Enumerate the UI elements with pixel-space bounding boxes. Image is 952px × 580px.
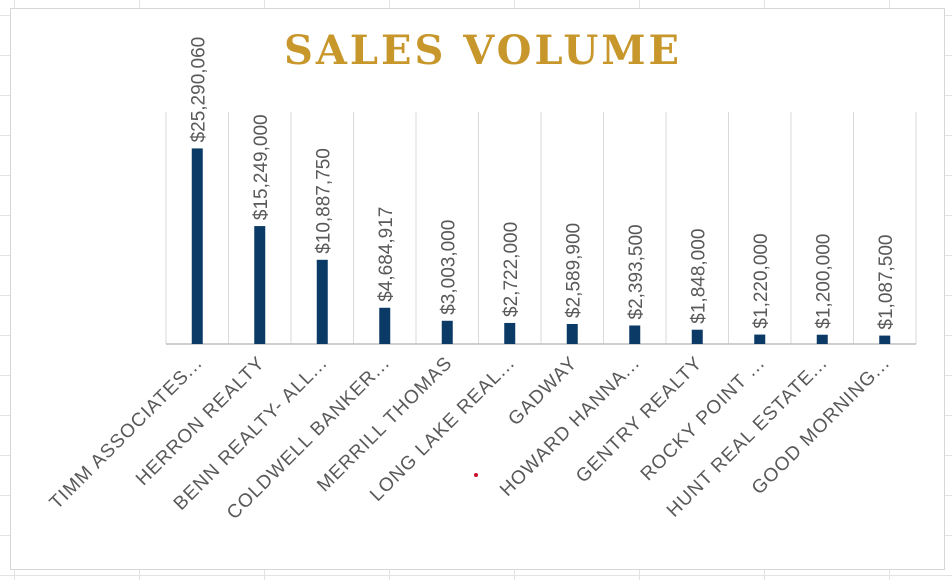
- bar: [379, 307, 391, 344]
- bar: [754, 334, 766, 344]
- data-label: $2,589,900: [563, 223, 584, 318]
- bar: [441, 320, 453, 344]
- bar: [566, 323, 578, 344]
- bar: [504, 322, 516, 344]
- bar: [816, 334, 828, 344]
- bar: [254, 226, 266, 344]
- bar: [879, 335, 891, 344]
- data-label: $4,684,917: [376, 207, 397, 302]
- data-label: $3,003,000: [438, 220, 459, 315]
- bar: [691, 329, 703, 344]
- data-label: $2,722,000: [501, 222, 522, 317]
- data-label: $15,249,000: [251, 114, 272, 220]
- bar: [629, 325, 641, 344]
- data-label: $1,087,500: [876, 234, 897, 329]
- data-label: $10,887,750: [313, 148, 334, 254]
- chart-title: SALES VOLUME: [283, 27, 683, 74]
- bar: [191, 148, 203, 344]
- data-label: $1,848,000: [688, 229, 709, 324]
- data-label: $1,220,000: [751, 233, 772, 328]
- data-label: $2,393,500: [626, 224, 647, 319]
- bar: [316, 259, 328, 344]
- cursor-dot: [474, 473, 478, 477]
- data-label: $1,200,000: [813, 234, 834, 329]
- data-label: $25,290,060: [188, 37, 209, 143]
